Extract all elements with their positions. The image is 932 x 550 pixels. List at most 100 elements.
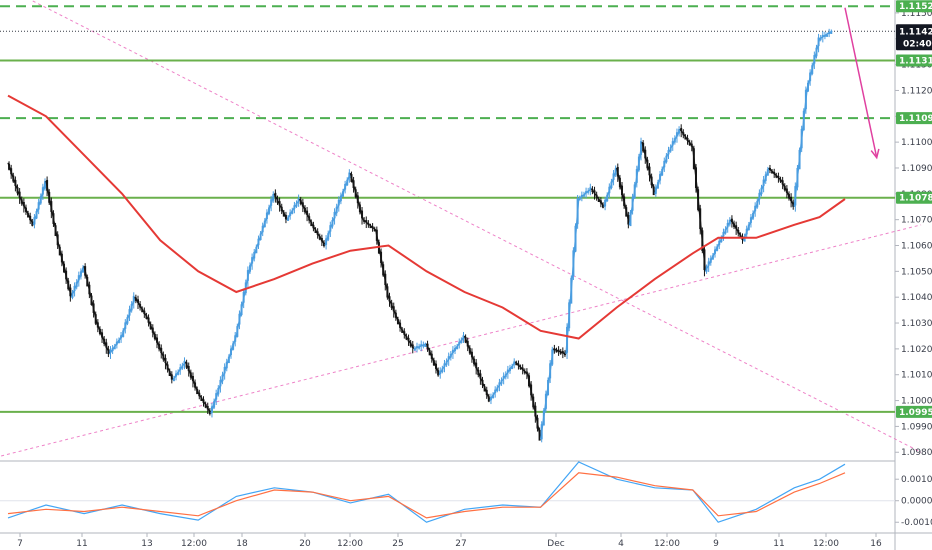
price-tick-label: 1.11200 <box>901 86 932 96</box>
trendline-1 <box>29 0 922 453</box>
price-segment <box>654 154 669 195</box>
price-segment <box>45 180 60 246</box>
candle-body <box>593 190 596 194</box>
price-segment <box>83 266 98 324</box>
candle-body <box>418 346 421 349</box>
time-tick-label: 11 <box>76 539 87 549</box>
price-segment <box>717 219 732 246</box>
current-price-badge <box>896 24 932 51</box>
trendlines <box>0 0 922 457</box>
price-segment <box>553 348 567 355</box>
arrow-shaft <box>844 7 878 158</box>
price-segment <box>134 296 149 319</box>
price-segment <box>210 374 225 414</box>
price-segment <box>692 147 707 272</box>
price-segment <box>159 348 174 381</box>
candle-body <box>830 31 833 34</box>
price-segment <box>400 327 415 350</box>
moving-average-line <box>7 94 846 340</box>
price-segment <box>121 296 136 337</box>
price-segment <box>324 206 339 246</box>
price-series <box>7 28 833 443</box>
candle-body <box>684 136 687 140</box>
price-segment <box>362 219 377 231</box>
price-segment <box>768 167 783 182</box>
price-segment <box>755 167 770 207</box>
price-segment <box>235 271 250 337</box>
candle-body <box>365 220 368 223</box>
price-tick-label: 1.10200 <box>901 345 932 355</box>
price-segment <box>425 343 440 375</box>
price-segment <box>603 167 618 207</box>
time-axis[interactable]: 7 11 13 12:00 18 20 12:00 25 27 Dec 4 12:00 9 11 12:00… <box>17 533 882 549</box>
current-price-label: 1.11429 <box>899 27 932 37</box>
candle-body <box>578 198 581 201</box>
price-segment <box>413 343 427 350</box>
candle-body <box>515 363 518 366</box>
price-segment <box>387 296 402 329</box>
candle-body <box>511 366 514 370</box>
price-segment <box>248 232 263 272</box>
level-badge <box>896 191 932 204</box>
candle-body <box>369 226 372 229</box>
price-segment <box>438 353 453 376</box>
price-segment <box>273 193 288 220</box>
price-segment <box>578 188 592 200</box>
time-tick-label: 27 <box>455 539 466 549</box>
candle-body <box>413 348 416 351</box>
price-segment <box>514 361 529 376</box>
price-segment <box>502 361 516 381</box>
price-segment <box>184 361 199 394</box>
level-badge-label: 1.11526 <box>899 2 932 12</box>
price-segment <box>793 90 808 207</box>
price-tick-label: 1.10400 <box>901 293 932 303</box>
price-axis[interactable]: 1.115001.114001.113001.112001.111001.110… <box>895 0 932 528</box>
time-tick-label: 4 <box>618 539 624 549</box>
countdown-label: 02:40 <box>903 39 932 49</box>
time-tick-label: 12:00 <box>813 539 839 549</box>
candle-body <box>821 34 824 37</box>
price-segment <box>172 361 187 381</box>
time-tick-label: 12:00 <box>337 539 363 549</box>
time-tick-label: 25 <box>392 539 403 549</box>
price-segment <box>476 369 491 401</box>
price-segment <box>222 335 237 375</box>
time-tick-label: 9 <box>713 539 719 549</box>
price-segment <box>679 128 694 148</box>
price-segment <box>20 198 34 226</box>
price-segment <box>32 180 47 226</box>
price-segment <box>337 172 352 207</box>
time-tick-label: 16 <box>870 539 882 549</box>
price-segment <box>704 245 719 272</box>
price-tick-label: 1.10600 <box>901 242 932 252</box>
osc-tick-label: 0.00000 <box>901 497 932 507</box>
price-segment <box>197 392 212 414</box>
candle-body <box>597 198 600 202</box>
projection-arrow <box>844 7 880 160</box>
price-segment <box>463 335 478 370</box>
time-tick-label: 12:00 <box>654 539 680 549</box>
level-badge <box>896 54 932 67</box>
candle-body <box>589 187 592 190</box>
price-segment <box>96 322 111 355</box>
candle-body <box>451 349 454 353</box>
candle-body <box>680 127 683 131</box>
candle-body <box>555 350 558 353</box>
price-segment <box>286 198 301 221</box>
price-tick-label: 1.10100 <box>901 371 932 381</box>
moving-average <box>7 94 846 340</box>
level-badge <box>896 405 932 418</box>
time-tick-label: 12:00 <box>181 539 207 549</box>
level-badge-label: 1.11316 <box>899 56 932 66</box>
osc-line-2 <box>7 472 846 519</box>
time-tick-label: 7 <box>17 539 23 549</box>
candle-body <box>456 346 459 350</box>
level-badge <box>896 0 932 13</box>
price-tick-label: 1.09900 <box>901 422 932 432</box>
price-segment <box>666 128 681 156</box>
price-tick-label: 1.11000 <box>901 138 932 148</box>
candle-body <box>771 171 774 174</box>
price-segment <box>299 198 313 226</box>
